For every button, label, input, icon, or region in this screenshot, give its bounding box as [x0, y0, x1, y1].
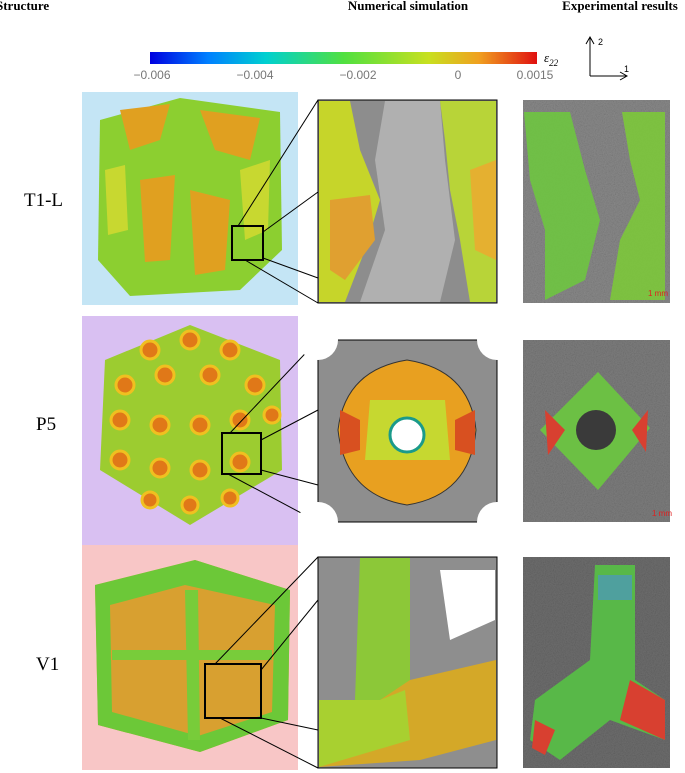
colorbar	[150, 52, 537, 64]
scale-bar: 1 mm	[648, 289, 668, 298]
scale-bar: 1 mm	[652, 509, 672, 518]
colorbar-tick: −0.006	[133, 68, 170, 82]
header-structure: Structure	[0, 0, 49, 13]
header-experiment: Experimental results	[562, 0, 678, 13]
row-label: P5	[36, 414, 56, 435]
colorbar-tick: 0	[455, 68, 462, 82]
row-3	[82, 545, 670, 770]
colorbar-tick: 0.0015	[517, 68, 554, 82]
axes-icon: 2 1	[585, 35, 629, 81]
header-simulation: Numerical simulation	[348, 0, 469, 13]
row-1: 1 mm	[82, 92, 670, 305]
symbol: ε	[544, 50, 550, 65]
colorbar-label: ε22	[544, 50, 559, 68]
row-label: T1-L	[24, 190, 63, 211]
axis-1: 1	[624, 64, 629, 74]
row-label: V1	[36, 654, 59, 675]
colorbar-tick: −0.004	[236, 68, 273, 82]
axis-2: 2	[598, 37, 603, 47]
row-2: 1 mm	[82, 316, 672, 545]
colorbar-tick: −0.002	[339, 68, 376, 82]
subscript: 22	[549, 58, 559, 68]
